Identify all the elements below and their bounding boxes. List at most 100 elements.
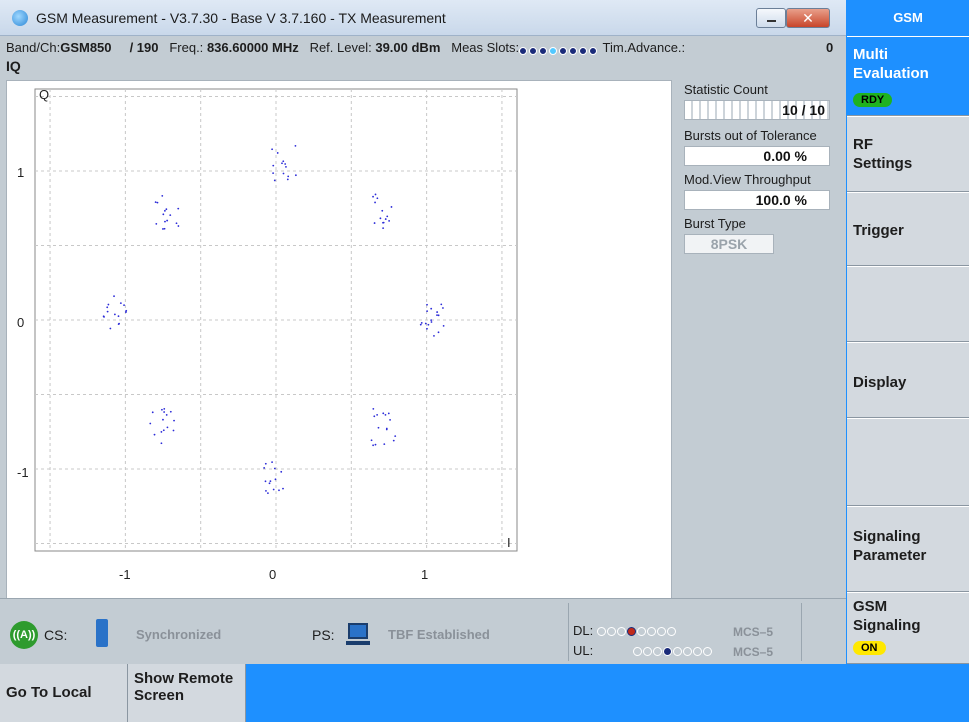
scatter-point xyxy=(169,214,172,217)
scatter-point xyxy=(442,307,444,309)
scatter-point xyxy=(382,227,385,229)
signaling-parameter-button[interactable]: Signaling Parameter xyxy=(847,506,969,592)
scatter-point xyxy=(372,407,375,410)
scatter-point xyxy=(436,311,439,313)
scatter-point xyxy=(162,213,165,216)
scatter-point xyxy=(382,412,385,415)
softkey-empty-1[interactable] xyxy=(847,266,969,342)
scatter-point xyxy=(268,482,271,485)
scatter-point xyxy=(163,227,166,230)
scatter-point xyxy=(169,410,172,413)
scatter-point xyxy=(177,207,180,210)
scatter-point xyxy=(382,221,385,224)
ref-level-label: Ref. Level: xyxy=(309,40,372,55)
dl-slot-row: DL: xyxy=(573,623,677,638)
ul-mcs: MCS–5 xyxy=(733,645,774,659)
ref-level-value: 39.00 dBm xyxy=(375,40,441,55)
scatter-point xyxy=(274,478,277,481)
scatter-point xyxy=(389,418,391,421)
scatter-point xyxy=(271,461,273,464)
meas-slots-label: Meas Slots: xyxy=(451,40,520,55)
scatter-point xyxy=(162,228,164,230)
go-to-local-button[interactable]: Go To Local xyxy=(0,664,128,722)
scatter-point xyxy=(381,209,384,212)
freq-label: Freq.: xyxy=(169,40,204,55)
scatter-point xyxy=(387,412,390,415)
throughput-value: 100.0 % xyxy=(684,190,830,210)
scatter-point xyxy=(165,414,168,416)
minimize-button[interactable] xyxy=(756,8,786,28)
burst-type-value: 8PSK xyxy=(684,234,774,254)
scatter-point xyxy=(149,422,152,425)
antenna-icon: ((A)) xyxy=(10,621,38,649)
scatter-point xyxy=(161,408,163,411)
scatter-point xyxy=(282,487,284,490)
scatter-point xyxy=(373,415,376,418)
scatter-point xyxy=(420,322,423,324)
scatter-point xyxy=(282,172,285,175)
scatter-point xyxy=(426,327,428,330)
scatter-point xyxy=(160,442,163,445)
scatter-point xyxy=(433,334,435,337)
scatter-point xyxy=(385,427,388,430)
scatter-point xyxy=(154,201,157,204)
scatter-point xyxy=(383,443,386,446)
band-value: GSM850 xyxy=(60,40,112,55)
gsm-signaling-button[interactable]: GSM Signaling ON xyxy=(847,592,969,664)
scatter-point xyxy=(267,492,269,495)
scatter-point xyxy=(172,429,175,432)
softkey-empty-2[interactable] xyxy=(847,418,969,506)
gsm-signaling-label: GSM Signaling xyxy=(853,598,921,634)
multi-evaluation-button[interactable]: Multi Evaluation RDY xyxy=(847,36,969,116)
scatter-point xyxy=(430,319,433,322)
scatter-point xyxy=(107,303,110,306)
scatter-point xyxy=(263,467,266,469)
scatter-point xyxy=(426,310,429,312)
scatter-point xyxy=(166,426,169,429)
scatter-point xyxy=(392,439,395,442)
x-axis-letter: I xyxy=(507,535,511,550)
scatter-point xyxy=(163,411,166,413)
scatter-point xyxy=(426,303,428,306)
scatter-point xyxy=(264,480,267,483)
iq-constellation-svg xyxy=(34,88,518,552)
scatter-point xyxy=(102,315,105,318)
scatter-point xyxy=(119,302,122,305)
scatter-point xyxy=(278,489,280,492)
scatter-point xyxy=(113,313,116,316)
scatter-point xyxy=(273,467,276,470)
freq-value: 836.60000 MHz xyxy=(206,40,299,55)
scatter-point xyxy=(419,323,422,326)
cs-label: CS: xyxy=(44,627,68,643)
scatter-point xyxy=(384,218,387,220)
statistic-count-label: Statistic Count xyxy=(684,82,768,97)
scatter-point xyxy=(384,413,387,416)
scatter-point xyxy=(281,162,283,165)
scatter-point xyxy=(113,295,115,298)
trigger-button[interactable]: Trigger xyxy=(847,192,969,266)
scatter-point xyxy=(394,435,397,438)
close-button[interactable]: ✕ xyxy=(786,8,830,28)
scatter-point xyxy=(163,209,166,212)
scatter-point xyxy=(373,222,376,224)
display-button[interactable]: Display xyxy=(847,342,969,418)
title-bar: GSM Measurement - V3.7.30 - Base V 3.7.1… xyxy=(0,0,846,36)
dl-label: DL: xyxy=(573,623,594,638)
scatter-point xyxy=(162,418,164,421)
show-remote-screen-button[interactable]: Show Remote Screen xyxy=(128,664,246,722)
y-tick-label: 1 xyxy=(17,165,25,180)
scatter-point xyxy=(374,443,377,446)
rf-settings-button[interactable]: RF Settings xyxy=(847,116,969,192)
scatter-point xyxy=(175,222,178,225)
bursts-tolerance-value: 0.00 % xyxy=(684,146,830,166)
scatter-point xyxy=(370,439,373,442)
cs-status-text: Synchronized xyxy=(136,627,222,642)
softkey-header: GSM xyxy=(847,0,969,36)
scatter-point xyxy=(160,431,163,433)
scatter-point xyxy=(109,327,112,330)
band-label: Band/Ch: xyxy=(6,40,61,55)
scatter-point xyxy=(430,321,433,323)
scatter-point xyxy=(379,217,382,220)
scatter-point xyxy=(436,314,438,316)
